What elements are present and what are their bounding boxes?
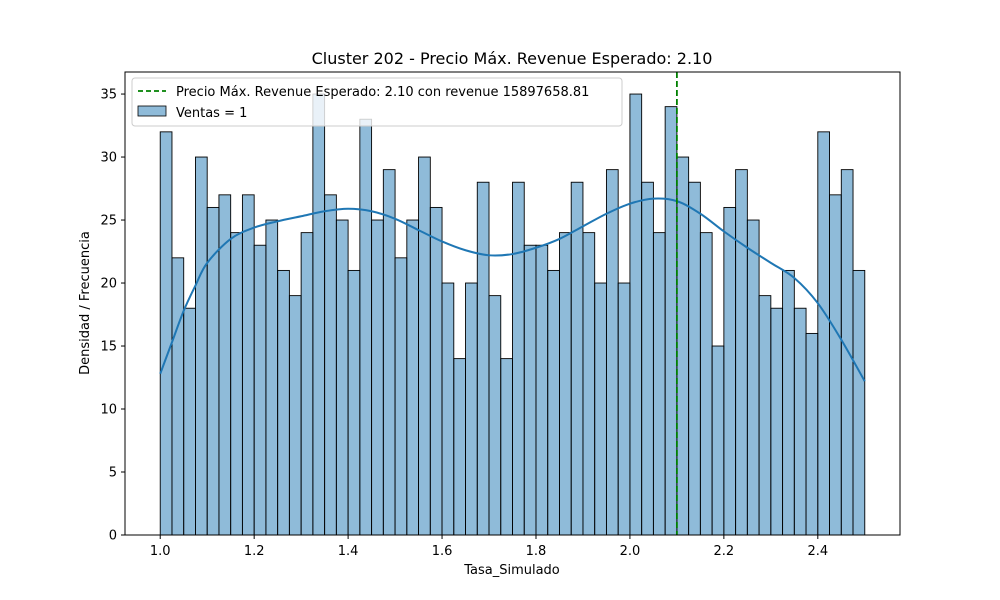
- legend-vline-label: Precio Máx. Revenue Esperado: 2.10 con r…: [176, 85, 589, 100]
- histogram-bar: [371, 219, 384, 536]
- histogram-bar: [582, 232, 596, 536]
- histogram-bar: [652, 232, 666, 536]
- histogram-bar: [559, 232, 572, 536]
- y-tick-label: 20: [100, 277, 117, 292]
- histogram-bar: [735, 169, 748, 536]
- histogram-bar: [159, 131, 173, 536]
- histogram-bar: [688, 181, 701, 536]
- kde-curve: [159, 197, 866, 382]
- chart-title: Cluster 202 - Precio Máx. Revenue Espera…: [312, 49, 713, 68]
- histogram-bar: [476, 181, 490, 536]
- y-tick-label: 10: [100, 403, 117, 418]
- histogram-bar: [758, 295, 772, 536]
- plot-frame: [124, 71, 901, 536]
- histogram-bar: [347, 269, 361, 536]
- histogram-bar: [547, 269, 560, 536]
- x-axis-label: Tasa_Simulado: [463, 563, 560, 578]
- x-tick-label: 1.6: [432, 544, 453, 559]
- histogram-bar: [711, 345, 725, 536]
- histogram-bar: [382, 169, 396, 536]
- histogram-bar: [829, 194, 842, 536]
- histogram-bar: [465, 282, 478, 536]
- y-tick-label: 35: [100, 88, 117, 103]
- histogram-bar: [746, 219, 760, 536]
- histogram-bar: [418, 156, 431, 536]
- histogram-bar: [805, 332, 819, 536]
- histogram-bar: [770, 307, 784, 536]
- histogram-bar: [253, 244, 267, 536]
- histogram-bar: [300, 232, 314, 536]
- histogram-bar: [500, 358, 513, 536]
- histogram-bar: [277, 269, 290, 536]
- histogram-bar: [429, 206, 443, 536]
- histogram-bar: [359, 118, 373, 536]
- histogram-bar: [171, 257, 185, 536]
- histogram-bar: [629, 93, 643, 536]
- histogram-bar: [183, 307, 196, 536]
- x-tick-label: 2.0: [620, 544, 641, 559]
- histogram-bar: [535, 244, 549, 536]
- histogram-bar: [641, 181, 654, 536]
- histogram-bar: [782, 269, 795, 536]
- histogram-bar: [523, 244, 537, 536]
- histogram-bar: [570, 181, 584, 536]
- y-tick-label: 15: [100, 340, 117, 355]
- x-tick-label: 2.2: [714, 544, 735, 559]
- histogram-bar: [230, 232, 243, 536]
- histogram-bar: [664, 106, 678, 536]
- x-tick-label: 2.4: [807, 544, 828, 559]
- histogram-bar: [594, 282, 607, 536]
- y-tick-label: 5: [109, 466, 117, 481]
- x-tick-label: 1.4: [338, 544, 359, 559]
- y-axis-ticks: 0 5 10 15 20 25 30 35: [100, 88, 125, 544]
- histogram-bar: [676, 156, 690, 536]
- histogram-bar: [453, 358, 466, 536]
- histogram-bar: [406, 219, 420, 536]
- y-tick-label: 0: [109, 529, 117, 544]
- histogram-bar: [265, 219, 279, 536]
- legend-series-swatch: [137, 105, 167, 117]
- y-tick-label: 25: [100, 214, 117, 229]
- histogram-bar: [288, 295, 302, 536]
- histogram-bar: [817, 131, 830, 536]
- histogram-bar: [394, 257, 408, 536]
- histogram-bar: [617, 282, 631, 536]
- x-tick-label: 1.8: [526, 544, 547, 559]
- histogram-bar: [488, 295, 502, 536]
- x-tick-label: 1.0: [150, 544, 171, 559]
- histogram-bar: [512, 181, 525, 536]
- x-axis-ticks: 1.0 1.2 1.4 1.6 1.8 2.0 2.2 2.4: [150, 535, 828, 559]
- histogram-bar: [840, 169, 854, 536]
- kde-curve-group: [159, 197, 866, 382]
- histogram-bar: [441, 282, 455, 536]
- legend-series-label: Ventas = 1: [176, 106, 247, 121]
- histogram-bar: [793, 307, 807, 536]
- histogram-bar: [312, 93, 326, 536]
- histogram-bar: [723, 206, 737, 536]
- histogram-bar: [699, 232, 713, 536]
- histogram-bar: [852, 269, 866, 536]
- histogram-bar: [605, 169, 619, 536]
- y-tick-label: 30: [100, 151, 117, 166]
- histogram-bar: [218, 194, 232, 536]
- histogram-bar: [241, 194, 255, 536]
- legend-box: [131, 77, 623, 127]
- histogram-bar: [335, 219, 349, 536]
- x-tick-label: 1.2: [244, 544, 265, 559]
- legend: Precio Máx. Revenue Esperado: 2.10 con r…: [131, 77, 623, 127]
- histogram-bar: [324, 194, 337, 536]
- y-axis-label: Densidad / Frecuencia: [78, 231, 93, 375]
- histogram-bar: [195, 156, 208, 536]
